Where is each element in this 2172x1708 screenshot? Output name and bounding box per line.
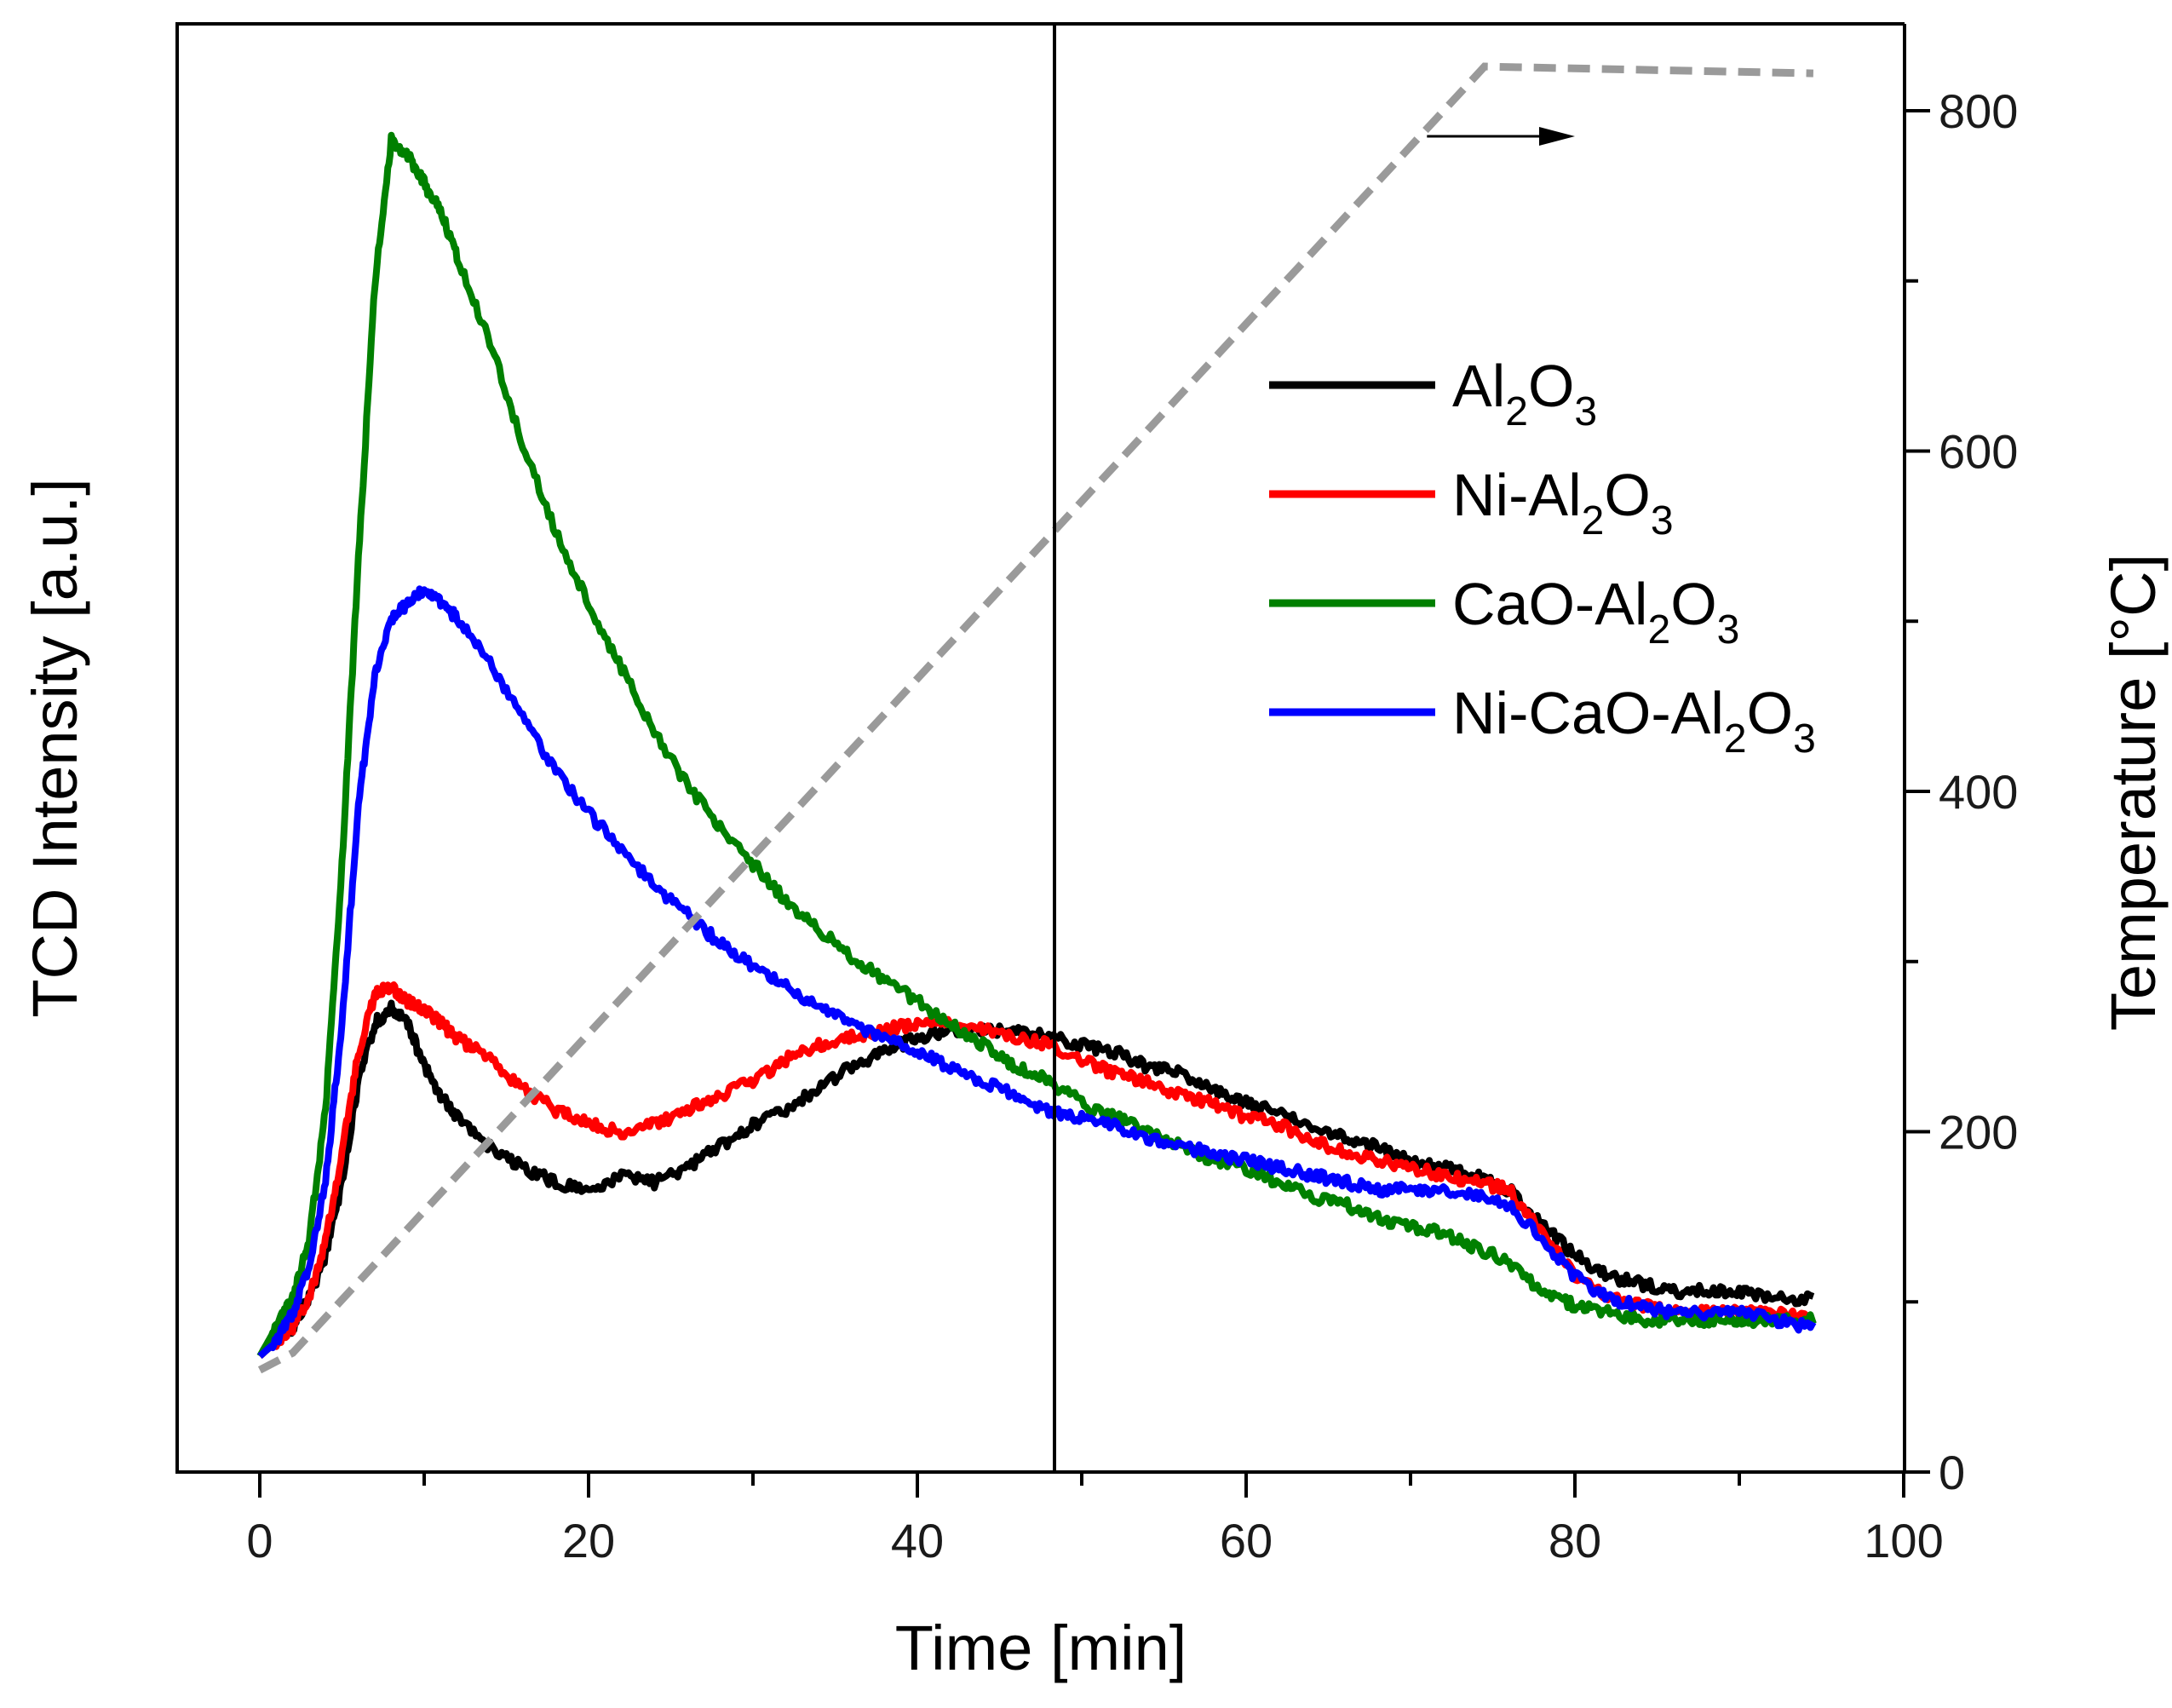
x-tick-label: 0	[246, 1514, 273, 1567]
y-right-axis-title: Temperature [°C]	[2098, 554, 2169, 1031]
axis-arrow-head	[1539, 126, 1575, 146]
legend-label: CaO-Al2O3	[1452, 571, 1739, 653]
tick-labels: 0 20 40 60 80 100 0 200 400 600 800	[246, 84, 2018, 1567]
series-line-cao-al2o3	[256, 131, 1817, 1359]
x-tick-label: 60	[1220, 1514, 1273, 1567]
x-tick-label: 80	[1549, 1514, 1601, 1567]
legend-label: Al2O3	[1452, 353, 1597, 434]
plot-series	[256, 62, 1817, 1374]
x-tick-label: 40	[891, 1514, 944, 1567]
series-line-temperature	[257, 62, 1813, 1374]
y-right-tick-label: 200	[1939, 1106, 2018, 1159]
series-line-ni-al2o3	[257, 981, 1817, 1360]
y-left-axis-title: TCD Intensity [a.u.]	[20, 478, 90, 1017]
annotations	[1427, 126, 1575, 146]
y-right-tick-label: 0	[1939, 1446, 1965, 1499]
x-axis-title: Time [min]	[895, 1613, 1187, 1683]
legend-label: Ni-CaO-Al2O3	[1452, 680, 1816, 762]
legend: Al2O3 Ni-Al2O3 CaO-Al2O3 Ni-CaO-Al2O3	[1269, 353, 1816, 762]
y-right-tick-label: 400	[1939, 765, 2018, 819]
y-right-tick-label: 600	[1939, 425, 2018, 479]
x-tick-label: 100	[1864, 1514, 1943, 1567]
tick-marks	[258, 109, 1930, 1498]
y-right-tick-label: 800	[1939, 84, 2018, 138]
legend-label: Ni-Al2O3	[1452, 462, 1674, 543]
series-line-ni-cao-al2o3	[257, 585, 1817, 1360]
x-tick-label: 20	[562, 1514, 615, 1567]
